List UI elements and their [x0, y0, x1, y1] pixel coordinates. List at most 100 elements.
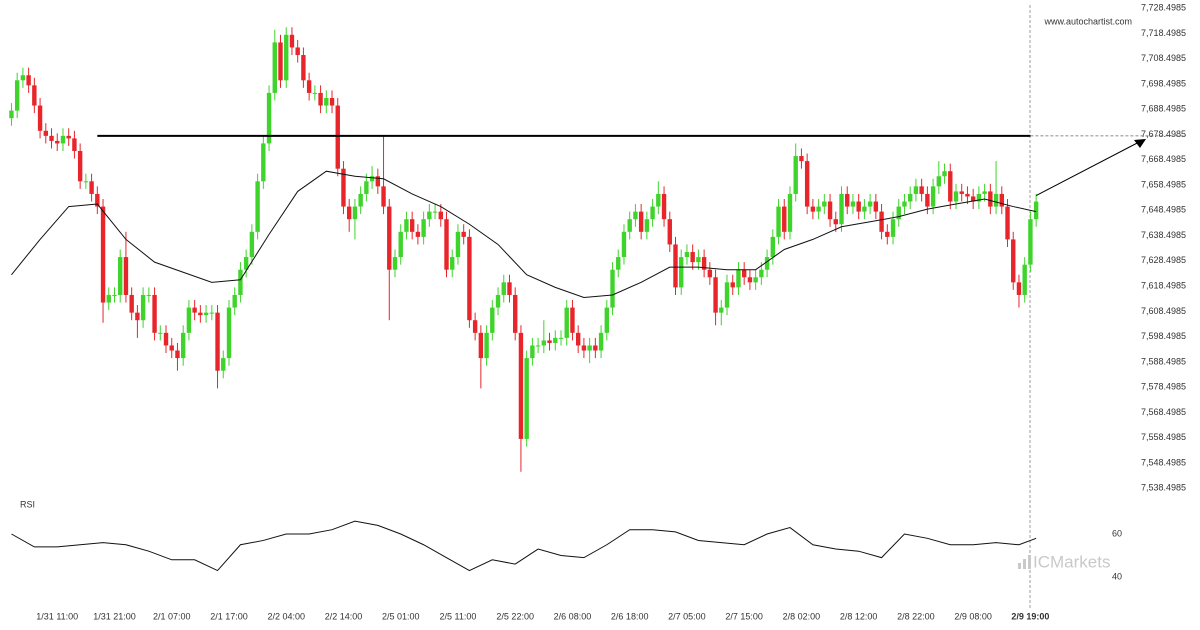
candle-body: [621, 231, 627, 258]
candle-body: [593, 345, 598, 351]
candle-body: [392, 257, 398, 270]
candle-body: [484, 332, 489, 359]
candle-body: [627, 219, 632, 232]
candle-body: [764, 257, 770, 270]
candle-body: [352, 206, 358, 220]
logo-bar: [1023, 559, 1026, 569]
candle-body: [696, 257, 701, 263]
candle-body: [919, 186, 924, 194]
candle-body: [753, 277, 758, 283]
candle-body: [822, 201, 827, 207]
candle-body: [203, 312, 209, 316]
site-label: www.autochartist.com: [1043, 16, 1132, 26]
candle-body: [730, 282, 735, 288]
candle-body: [867, 201, 873, 207]
candle-body: [816, 206, 821, 212]
candle-body: [26, 75, 31, 86]
candle-body: [329, 97, 335, 106]
candle-body: [827, 201, 833, 220]
candle-body: [845, 193, 850, 207]
candle-body: [192, 307, 197, 313]
candle-body: [146, 294, 152, 296]
candle-body: [209, 312, 215, 314]
candle-body: [478, 332, 484, 359]
y-tick-label: 7,578.4985: [1141, 382, 1186, 392]
x-tick-label: 2/8 22:00: [897, 611, 935, 621]
candle-body: [530, 345, 535, 359]
candle-body: [455, 231, 461, 258]
candle-body: [255, 181, 260, 232]
candle-body: [684, 252, 690, 258]
candle-body: [810, 206, 816, 212]
candle-body: [72, 138, 77, 152]
candle-body: [83, 181, 89, 183]
logo-bar: [1018, 563, 1021, 569]
candle-body: [770, 236, 776, 258]
candle-body: [638, 211, 644, 232]
candle-body: [965, 193, 970, 197]
candle-body: [158, 332, 163, 334]
candle-body: [364, 181, 369, 194]
y-tick-label: 7,538.4985: [1141, 483, 1186, 493]
candle-body: [650, 206, 655, 220]
candle-body: [513, 294, 518, 333]
candle-body: [243, 257, 249, 270]
candle-body: [432, 211, 438, 213]
x-tick-label: 2/2 14:00: [325, 611, 363, 621]
candle-body: [1005, 206, 1010, 240]
candle-body: [295, 47, 300, 56]
x-tick-label: 2/9 08:00: [954, 611, 992, 621]
candle-body: [535, 345, 541, 347]
candle-body: [741, 269, 747, 278]
candle-body: [907, 193, 913, 202]
candle-body: [438, 211, 443, 220]
x-tick-label: 2/1 07:00: [153, 611, 191, 621]
x-tick-label: 2/5 01:00: [382, 611, 420, 621]
candle-body: [719, 307, 724, 313]
candle-body: [186, 307, 192, 333]
candle-body: [20, 75, 26, 81]
candle-body: [1011, 239, 1016, 283]
candle-body: [135, 312, 140, 321]
candle-body: [793, 156, 798, 194]
candle-body: [993, 193, 999, 207]
candle-body: [610, 269, 615, 308]
candle-body: [118, 257, 123, 295]
candle-body: [335, 105, 340, 169]
candle-body: [804, 161, 810, 207]
candle-body: [890, 219, 896, 237]
candle-body: [341, 168, 346, 207]
candle-body: [221, 358, 226, 371]
candle-body: [948, 171, 953, 202]
candle-body: [959, 191, 964, 194]
x-tick-label: 2/8 02:00: [783, 611, 821, 621]
logo-bar: [1028, 555, 1031, 569]
y-tick-label: 7,608.4985: [1141, 306, 1186, 316]
candle-body: [1022, 264, 1027, 295]
candle-body: [278, 42, 283, 81]
candle-body: [266, 92, 272, 144]
candle-body: [289, 34, 295, 48]
candle-body: [369, 176, 375, 182]
candle-body: [358, 193, 363, 207]
candle-body: [55, 140, 60, 144]
candle-body: [547, 340, 552, 343]
y-tick-label: 7,558.4985: [1141, 432, 1186, 442]
y-tick-label: 7,658.4985: [1141, 179, 1186, 189]
candle-body: [553, 337, 558, 343]
candle-body: [598, 332, 604, 351]
candle-body: [152, 294, 157, 333]
brand-logo: ICMarkets: [1018, 552, 1110, 571]
candle-body: [89, 181, 94, 194]
candle-body: [976, 193, 982, 202]
x-tick-label: 1/31 11:00: [36, 611, 78, 621]
candle-body: [238, 269, 243, 295]
candle-body: [679, 257, 684, 288]
candle-body: [936, 176, 942, 187]
candle-body: [472, 320, 478, 333]
candle-body: [713, 277, 718, 313]
candle-body: [495, 294, 501, 308]
candle-body: [999, 193, 1004, 207]
